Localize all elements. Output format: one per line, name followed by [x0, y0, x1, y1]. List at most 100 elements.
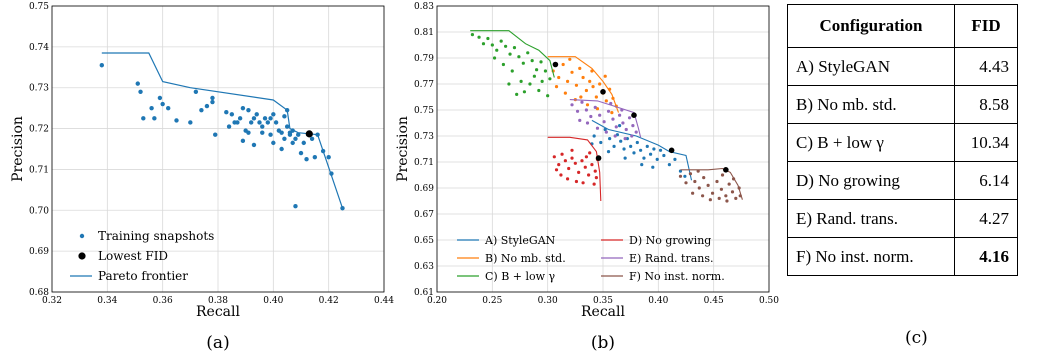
series-point-4: [589, 114, 593, 119]
best-fid-point-4: [631, 112, 637, 118]
x-tick-label: 0.34: [97, 296, 117, 306]
series-point-4: [575, 109, 580, 113]
legend-label-3: D) No growing: [629, 234, 711, 247]
series-point-4: [609, 101, 613, 106]
series-point-2: [492, 56, 497, 60]
series-point-3: [583, 165, 587, 169]
training-snapshot-point: [309, 136, 315, 141]
x-tick-label: 0.36: [153, 296, 173, 306]
series-point-2: [481, 42, 486, 46]
series-point-2: [539, 60, 543, 64]
training-snapshot-point: [290, 140, 295, 146]
series-point-4: [584, 108, 588, 112]
series-point-1: [598, 82, 602, 86]
column-header-fid: FID: [954, 4, 1018, 48]
legend-label-pareto: Pareto frontier: [98, 269, 188, 283]
series-point-0: [667, 163, 671, 167]
series-point-3: [584, 155, 588, 159]
series-point-3: [590, 163, 594, 167]
table-row: E) Rand. trans. 4.27: [787, 199, 1018, 238]
series-point-1: [570, 70, 574, 74]
series-point-1: [594, 95, 598, 99]
series-point-5: [691, 191, 695, 195]
y-tick-label: 0.70: [29, 206, 49, 216]
x-tick-label: 0.38: [208, 296, 228, 306]
training-snapshot-point: [273, 120, 279, 125]
x-tick-label: 0.40: [648, 296, 668, 306]
config-cell: B) No mb. std.: [787, 85, 955, 124]
series-point-2: [508, 52, 512, 56]
training-snapshot-point: [138, 89, 143, 95]
series-point-0: [662, 153, 666, 158]
x-tick-label: 0.32: [42, 296, 62, 306]
series-point-2: [548, 77, 552, 81]
series-point-3: [560, 152, 564, 156]
y-tick-label: 0.72: [29, 125, 49, 135]
series-point-3: [554, 168, 559, 172]
column-header-configuration: Configuration: [787, 4, 955, 48]
series-point-5: [684, 181, 688, 185]
training-snapshot-point: [293, 136, 298, 141]
series-point-4: [602, 120, 606, 124]
training-snapshot-point: [246, 130, 251, 135]
legend-marker-snapshots: [79, 233, 85, 239]
training-snapshot-point: [251, 116, 257, 121]
series-point-2: [510, 69, 514, 73]
training-snapshot-point: [282, 136, 287, 141]
training-snapshot-point: [152, 116, 157, 121]
series-point-2: [526, 51, 530, 55]
series-point-3: [557, 163, 561, 167]
series-point-2: [530, 59, 534, 63]
training-snapshot-point: [282, 114, 287, 119]
training-snapshot-point: [284, 124, 290, 129]
series-point-0: [618, 124, 622, 128]
config-cell: E) Rand. trans.: [787, 199, 955, 238]
series-point-4: [593, 105, 597, 109]
series-point-2: [528, 82, 532, 86]
y-tick-label: 0.74: [29, 43, 49, 53]
config-cell: F) No inst. norm.: [787, 237, 955, 276]
y-tick-label: 0.63: [414, 262, 434, 272]
series-point-5: [702, 176, 706, 180]
series-point-0: [639, 148, 643, 152]
y-tick-label: 0.77: [414, 80, 434, 90]
series-point-0: [651, 165, 655, 169]
series-point-4: [570, 103, 574, 107]
series-point-4: [618, 113, 622, 117]
x-tick-label: 0.20: [427, 296, 447, 306]
series-point-0: [606, 150, 611, 154]
series-point-0: [599, 140, 603, 145]
series-point-1: [574, 83, 579, 87]
training-snapshot-point: [298, 150, 304, 156]
series-point-0: [673, 157, 677, 161]
table-row: C) B + low γ 10.34: [787, 123, 1018, 162]
training-snapshot-point: [224, 110, 229, 115]
series-point-1: [603, 74, 607, 78]
series-point-3: [587, 173, 591, 177]
caption-c: (c): [905, 328, 928, 348]
series-point-0: [642, 156, 646, 160]
series-point-0: [640, 163, 644, 167]
series-point-2: [540, 79, 544, 83]
y-tick-label: 0.73: [29, 84, 49, 94]
training-snapshot-point: [329, 171, 334, 176]
x-tick-label: 0.50: [759, 296, 779, 306]
series-point-4: [580, 100, 584, 104]
y-tick-label: 0.71: [29, 165, 49, 175]
training-snapshot-point: [279, 130, 284, 135]
series-point-5: [725, 199, 729, 203]
legend-label-snapshots: Training snapshots: [98, 229, 214, 243]
y-tick-label: 0.67: [414, 210, 434, 220]
series-point-3: [552, 155, 556, 159]
series-point-0: [608, 137, 612, 141]
series-point-1: [581, 75, 585, 80]
x-tick-label: 0.40: [263, 296, 283, 306]
fid-cell: 10.34: [954, 123, 1018, 162]
series-point-2: [515, 92, 519, 96]
training-snapshot-point: [284, 107, 290, 113]
series-point-5: [734, 196, 738, 200]
training-snapshot-point: [257, 120, 262, 125]
series-point-4: [606, 109, 611, 113]
x-axis-label: Recall: [581, 304, 625, 320]
y-tick-label: 0.75: [414, 106, 434, 116]
